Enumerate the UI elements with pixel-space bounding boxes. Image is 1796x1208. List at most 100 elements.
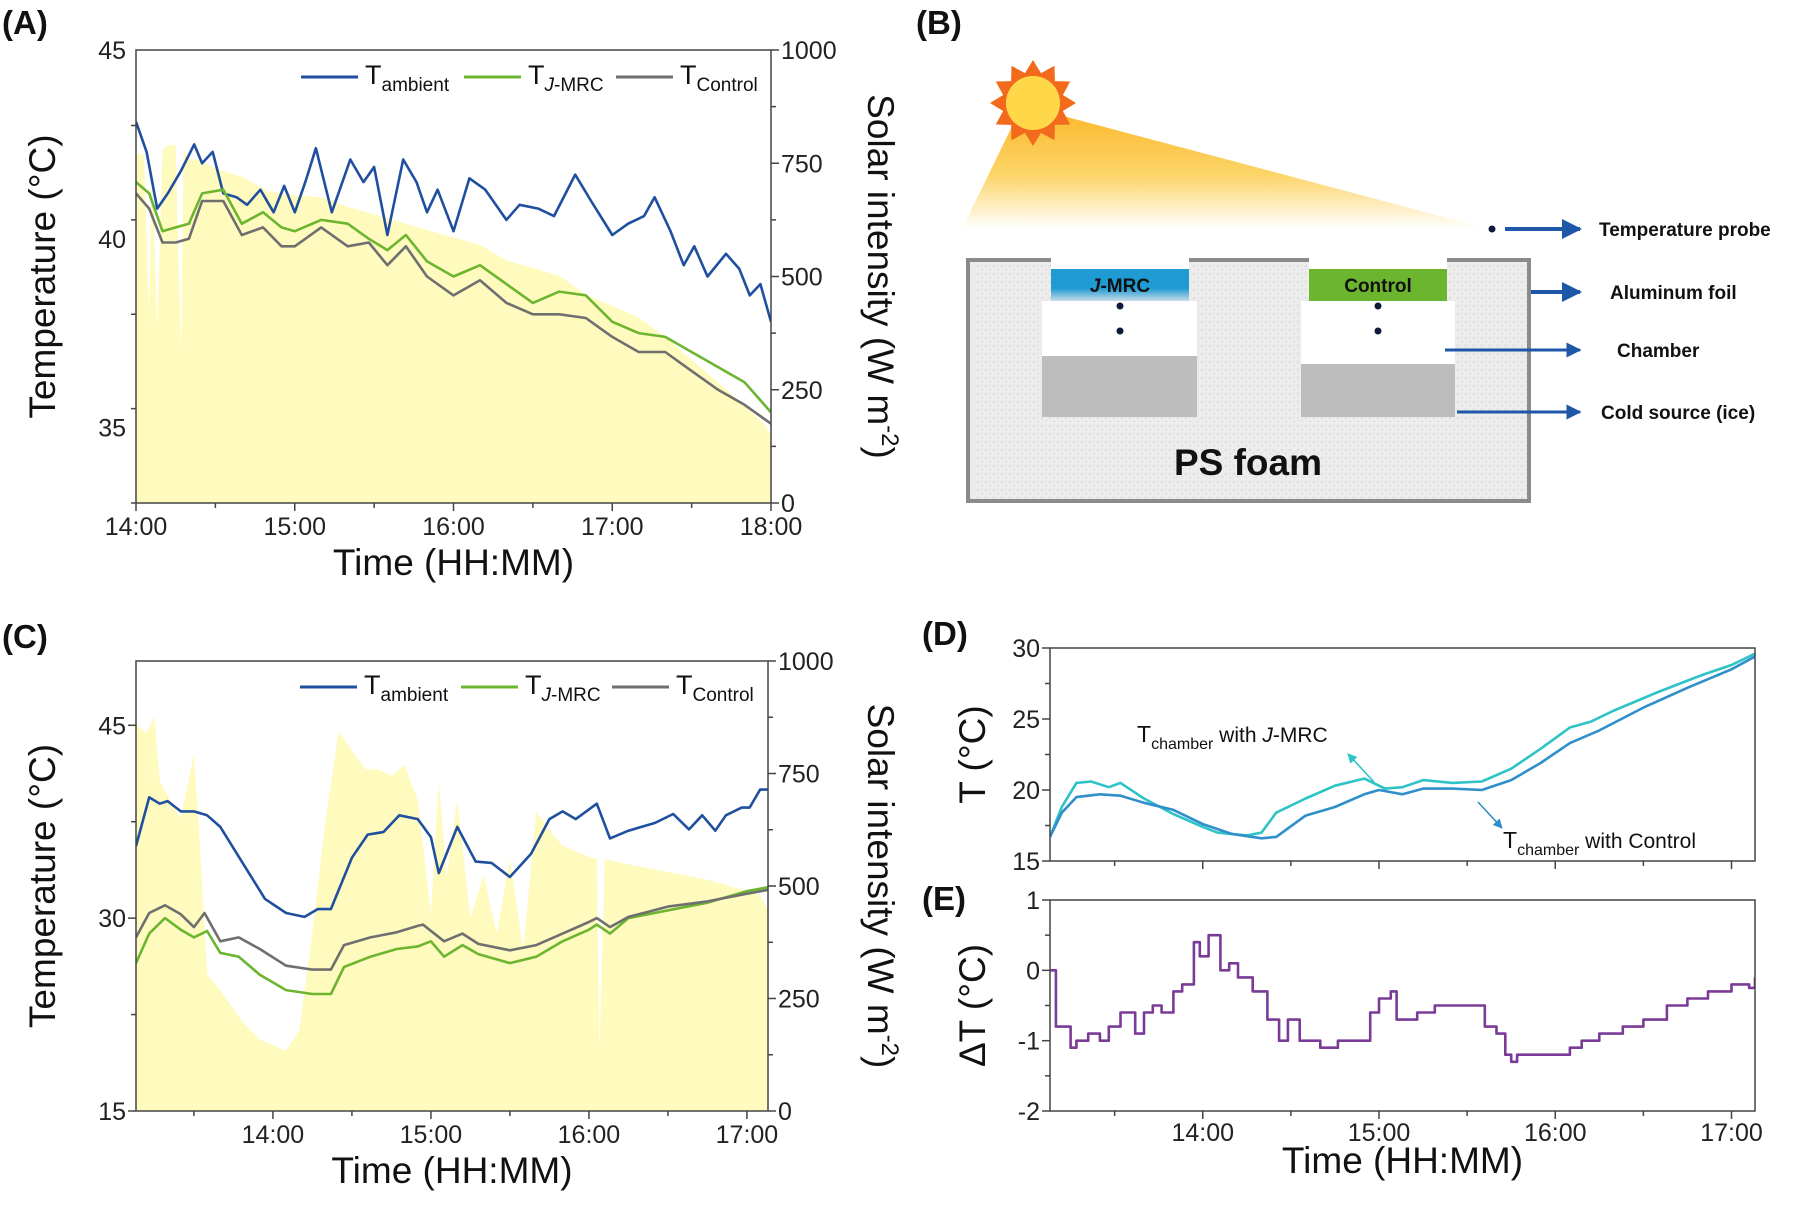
y-tick-label: 40 <box>98 226 126 254</box>
y-tick-label: 30 <box>98 905 126 933</box>
jmrc-cover <box>1051 269 1189 301</box>
series-line-control <box>136 888 768 971</box>
legend-label: Tambient <box>365 60 450 96</box>
x-tick-label: 17:00 <box>716 1121 779 1149</box>
legend: Tambient TJ-MRC TControl <box>300 670 754 706</box>
annotation-label: Tchamber with Control <box>1503 827 1696 859</box>
x-tick-label: 18:00 <box>740 513 803 541</box>
annotation-control: Tchamber with Control <box>1477 801 1696 859</box>
setup-diagram: J-MRC Control PS foam Temperature probe … <box>962 60 1771 503</box>
y2-tick-label: 500 <box>778 873 820 901</box>
annotation-label: Tchamber with J-MRC <box>1137 721 1328 753</box>
legend-item-ambient: Tambient <box>300 670 449 706</box>
chart-e: 14:00 15:00 16:00 17:00 -2 -1 0 1 Time (HH:MM) ΔT… <box>952 887 1763 1181</box>
y2-tick-label: 750 <box>781 150 823 178</box>
y-axis-title: Temperature (°C) <box>22 744 63 1028</box>
panel-label-e: (E) <box>922 880 966 917</box>
panel-label-c: (C) <box>2 618 48 655</box>
x-tick-label: 15:00 <box>400 1121 463 1149</box>
charts: 14:00 15:00 16:00 17:00 18:00354045025050075… <box>22 37 1763 1191</box>
y-tick-label: 25 <box>1012 706 1040 734</box>
y2-tick-label: 0 <box>781 490 795 518</box>
legend-item-control: TControl <box>616 60 758 96</box>
y-tick-label: 30 <box>1012 635 1040 663</box>
series-line-delta <box>1050 933 1755 1064</box>
y2-tick-label: 750 <box>778 761 820 789</box>
probe-dot <box>1374 327 1382 335</box>
series-line-chamber_control <box>1050 655 1755 840</box>
x-tick-label: 14:00 <box>105 513 168 541</box>
legend-item-ambient: Tambient <box>301 60 450 96</box>
y-tick-label: 15 <box>1012 848 1040 876</box>
jmrc-opening <box>1051 248 1189 269</box>
y-axis-title: ΔT (°C) <box>952 944 993 1067</box>
x-tick-label: 15:00 <box>1348 1119 1411 1147</box>
probe-dot <box>1116 302 1124 310</box>
legend-label: TControl <box>676 670 754 706</box>
legend: Tambient TJ-MRC TControl <box>301 60 758 96</box>
y2-axis-title: Solar intensity (W m-2) <box>860 704 903 1069</box>
x-axis-title: Time (HH:MM) <box>331 1150 572 1191</box>
series-line-jmrc <box>136 181 771 414</box>
x-tick-label: 15:00 <box>263 513 326 541</box>
x-tick-label: 16:00 <box>558 1121 621 1149</box>
y2-tick-label: 1000 <box>781 37 837 65</box>
x-axis-title: Time (HH:MM) <box>1282 1140 1523 1181</box>
legend-aluminum-foil: Aluminum foil <box>1610 283 1737 304</box>
box-outline <box>966 258 1531 503</box>
y2-tick-label: 250 <box>781 377 823 405</box>
solar-intensity-area <box>136 145 771 503</box>
y-tick-label: -1 <box>1018 1028 1040 1056</box>
y-tick-label: 1 <box>1026 887 1040 915</box>
x-tick-label: 17:00 <box>1700 1119 1763 1147</box>
x-tick-label: 17:00 <box>581 513 644 541</box>
legend-label: TControl <box>680 60 758 96</box>
y-tick-label: 15 <box>98 1098 126 1126</box>
sun-disc <box>1006 76 1060 130</box>
control-ice <box>1301 364 1455 417</box>
y2-tick-label: 1000 <box>778 648 834 676</box>
legend-temperature-probe: Temperature probe <box>1599 220 1771 241</box>
panel-label-a: (A) <box>2 4 48 41</box>
x-tick-label: 16:00 <box>1524 1119 1587 1147</box>
y2-axis-title: Solar intensity (W m-2) <box>860 94 903 459</box>
y-tick-label: 35 <box>98 415 126 443</box>
annotation-jmrc: Tchamber with J-MRC <box>1137 721 1375 783</box>
control-cover-label: Control <box>1344 276 1412 297</box>
annotation-arrow-icon <box>1347 753 1375 783</box>
x-tick-label: 14:00 <box>242 1121 305 1149</box>
probe-dot <box>1374 302 1382 310</box>
solar-intensity-area <box>136 716 768 1111</box>
chart-a: 14:00 15:00 16:00 17:00 18:00 35 40 45 0 250 500 75… <box>22 37 903 583</box>
sun-icon <box>990 60 1076 146</box>
series-line-ambient <box>136 788 768 919</box>
jmrc-cover-label: J-MRC <box>1090 276 1150 297</box>
y-tick-label: 45 <box>98 712 126 740</box>
legend-label: TJ-MRC <box>525 670 601 706</box>
x-axis-title: Time (HH:MM) <box>333 542 574 583</box>
y2-tick-label: 250 <box>778 986 820 1014</box>
probe-legend-dot <box>1488 225 1496 233</box>
x-tick-label: 14:00 <box>1171 1119 1234 1147</box>
legend-item-jmrc: TJ-MRC <box>464 60 604 96</box>
series-line-control <box>136 192 771 425</box>
legend-label: TJ-MRC <box>528 60 604 96</box>
chart-c: 14:00 15:00 16:00 17:00 15 30 45 0 250 500 750 1000… <box>22 648 903 1191</box>
panel-label-d: (D) <box>922 615 968 652</box>
legend-label: Tambient <box>364 670 449 706</box>
y2-tick-label: 0 <box>778 1098 792 1126</box>
jmrc-ice <box>1042 356 1197 417</box>
y-tick-label: 20 <box>1012 777 1040 805</box>
y-tick-label: 45 <box>98 37 126 65</box>
y-tick-label: -2 <box>1018 1098 1040 1126</box>
sunlight-cone <box>962 110 1489 229</box>
legend-item-jmrc: TJ-MRC <box>461 670 601 706</box>
probe-dot <box>1116 327 1124 335</box>
y2-tick-label: 500 <box>781 264 823 292</box>
legend-chamber: Chamber <box>1617 341 1700 362</box>
legend-item-control: TControl <box>612 670 754 706</box>
chart-d: 15 20 25 30 T (°C) Tchamber with J-MRC Tchambe… <box>952 635 1756 876</box>
y-axis-title: T (°C) <box>952 705 993 803</box>
annotation-arrow-icon <box>1477 801 1503 829</box>
